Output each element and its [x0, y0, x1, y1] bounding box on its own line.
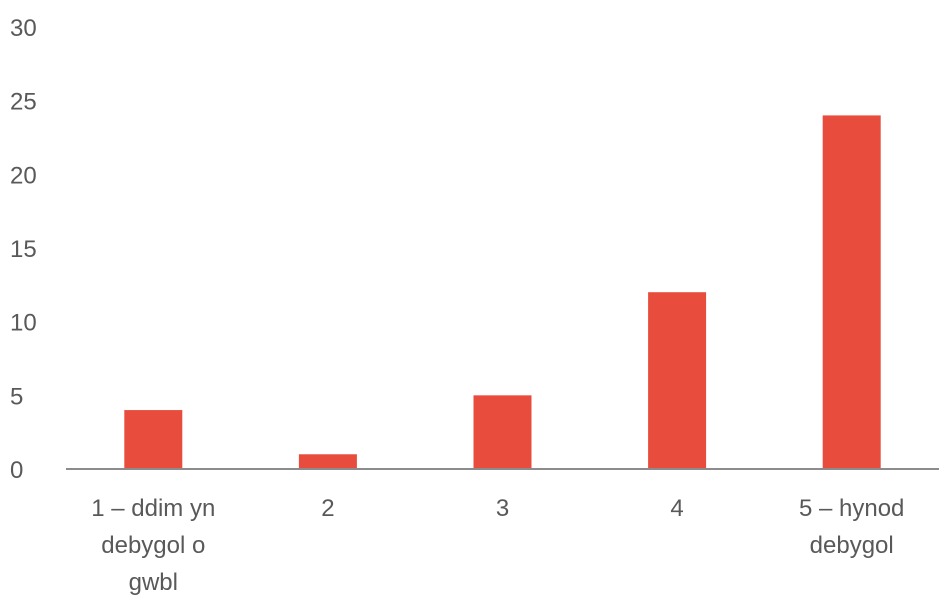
x-tick-label: 5 – hynod debygol [799, 495, 904, 559]
bars [124, 115, 881, 470]
x-tick-label: 1 – ddim yn debygol o gwbl [91, 495, 215, 596]
x-tick-label-line: 1 – ddim yn [91, 495, 215, 522]
x-tick-label: 3 [496, 495, 509, 522]
x-tick-label-line: 5 – hynod [799, 495, 904, 522]
bar [473, 395, 532, 469]
x-tick-label: 2 [321, 495, 334, 522]
y-tick-label: 5 [10, 383, 23, 410]
x-tick-label-line: 2 [321, 495, 334, 522]
bar [298, 454, 357, 469]
bar [648, 292, 707, 469]
y-tick-label: 0 [10, 457, 23, 484]
y-tick-label: 15 [10, 236, 37, 263]
x-tick-label: 4 [670, 495, 683, 522]
x-axis: 1 – ddim yn debygol o gwbl 2 3 4 5 – hynod deby… [91, 495, 904, 596]
y-tick-label: 20 [10, 162, 37, 189]
bar [822, 115, 881, 470]
bar [124, 410, 183, 469]
x-tick-label-line: gwbl [129, 569, 178, 596]
y-tick-label: 10 [10, 310, 37, 337]
x-tick-label-line: debygol o [101, 532, 205, 559]
y-axis: 0 5 10 15 20 25 30 [10, 15, 37, 484]
y-tick-label: 25 [10, 89, 37, 116]
x-tick-label-line: 3 [496, 495, 509, 522]
x-tick-label-line: 4 [670, 495, 683, 522]
y-tick-label: 30 [10, 15, 37, 42]
x-tick-label-line: debygol [810, 532, 894, 559]
